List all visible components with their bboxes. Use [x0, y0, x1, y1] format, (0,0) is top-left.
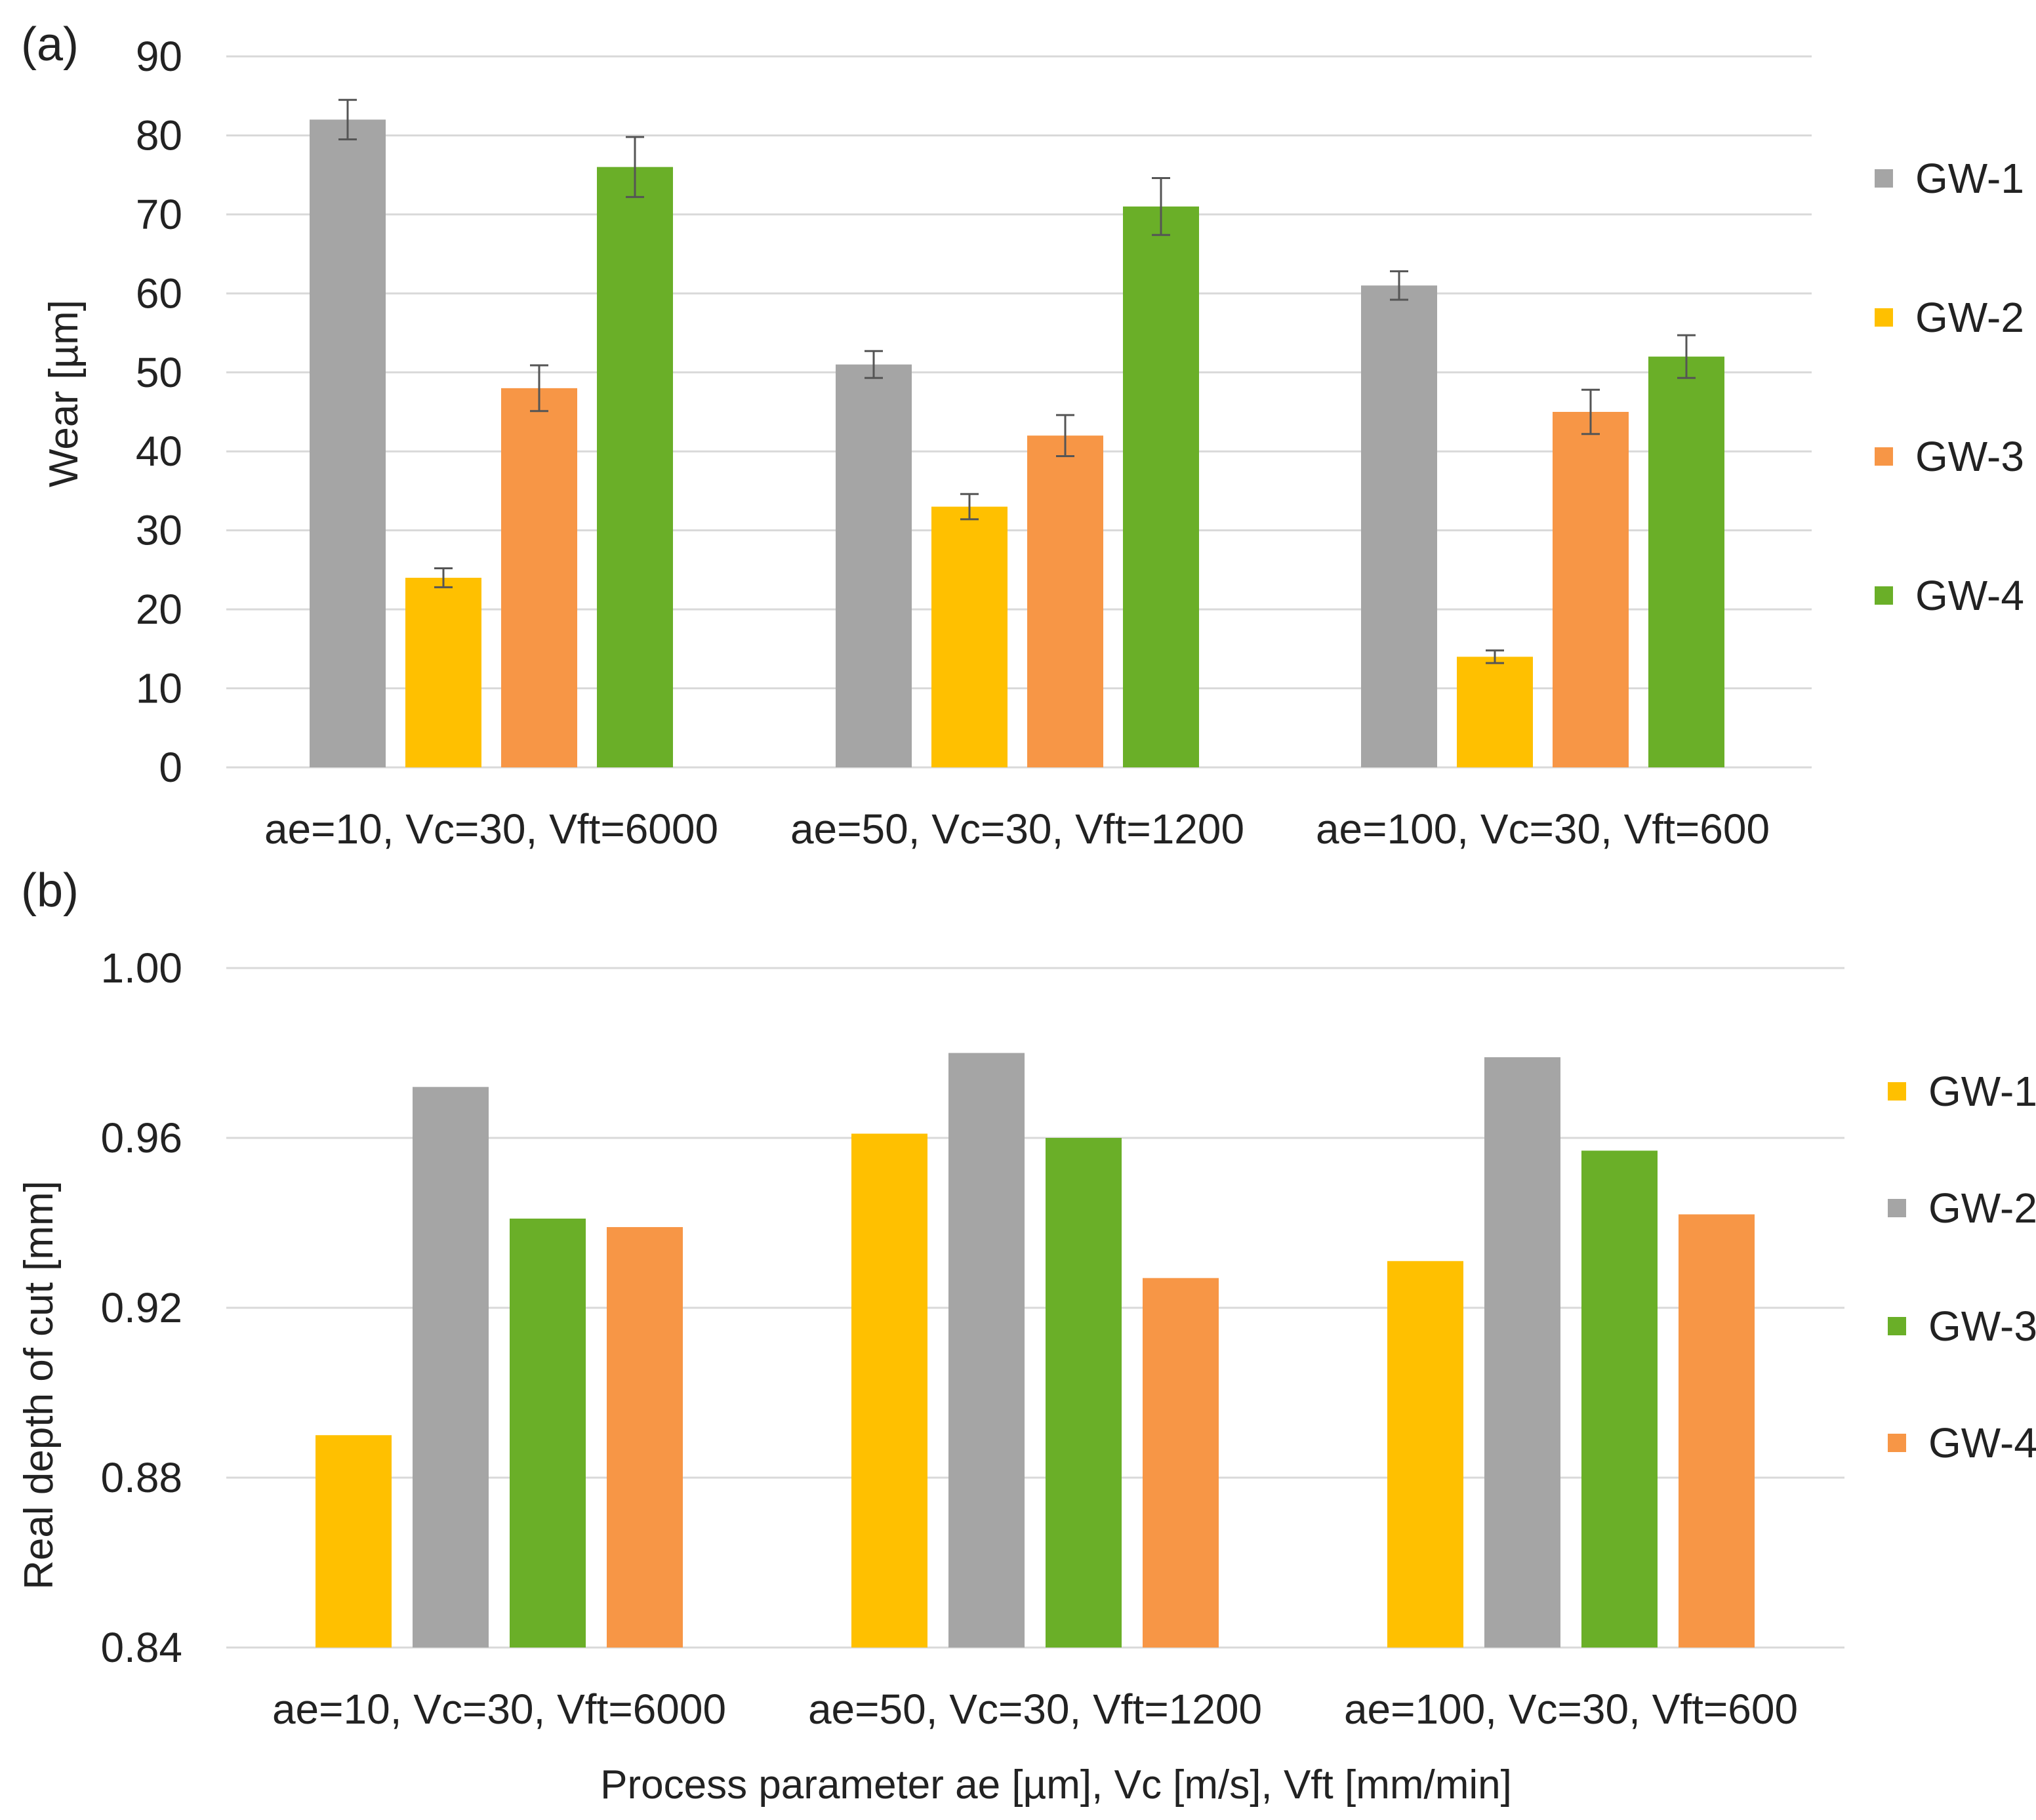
category-label: ae=50, Vc=30, Vft=1200: [790, 805, 1244, 853]
category-label: ae=100, Vc=30, Vft=600: [1344, 1686, 1798, 1733]
y-axis-title-depth: Real depth of cut [mm]: [16, 1181, 62, 1590]
legend-swatch-gw-3: [1875, 447, 1893, 466]
legend-label-gw-1: GW-1: [1928, 1068, 2036, 1115]
legend-label-gw-3: GW-3: [1928, 1303, 2036, 1350]
legend-swatch-gw-1: [1875, 169, 1893, 188]
panel-label-a: (a): [21, 18, 79, 71]
y-tick-label: 1.00: [100, 944, 182, 992]
bar-gw-1-2: [851, 1133, 927, 1648]
legend-label-gw-3: GW-3: [1915, 433, 2024, 480]
bar-gw-2-2: [948, 1053, 1025, 1648]
bar-gw-4-1: [597, 167, 673, 768]
bar-gw-4-3: [1679, 1214, 1755, 1648]
error-bar-gw-4-1: [626, 136, 644, 198]
legend: GW-1 GW-2 GW-3 GW-4: [1888, 1068, 2036, 1466]
bar-gw-1-3: [1387, 1261, 1463, 1648]
bar-gw-2-1: [413, 1087, 489, 1648]
y-tick-label: 80: [136, 111, 182, 159]
bar-gw-1-3: [1361, 285, 1437, 767]
bar-gw-2-2: [931, 506, 1008, 767]
bar-gw-4-2: [1143, 1278, 1219, 1648]
error-bar-gw-2-1: [434, 567, 453, 588]
bar-gw-3-1: [510, 1219, 586, 1648]
error-bar-gw-4-2: [1152, 176, 1170, 236]
legend-label-gw-2: GW-2: [1928, 1184, 2036, 1232]
legend-swatch-gw-4: [1875, 586, 1893, 605]
category-label: ae=100, Vc=30, Vft=600: [1316, 805, 1770, 853]
bar-gw-2-3: [1484, 1057, 1560, 1648]
bar-gw-3-2: [1046, 1138, 1122, 1648]
bar-gw-4-1: [607, 1226, 683, 1648]
y-tick-label: 0.92: [100, 1284, 182, 1331]
error-bar-gw-3-2: [1056, 414, 1074, 457]
error-bar-gw-4-3: [1677, 334, 1696, 379]
y-axis-title-wear: Wear [µm]: [41, 300, 87, 487]
bar-gw-2-1: [405, 577, 481, 767]
legend-swatch-gw-2: [1888, 1199, 1906, 1217]
legend-swatch-gw-3: [1888, 1317, 1906, 1335]
bar-gw-1-1: [310, 119, 386, 767]
category-label: ae=50, Vc=30, Vft=1200: [808, 1686, 1262, 1733]
x-axis-title: Process parameter ae [µm], Vc [m/s], Vft…: [600, 1762, 1512, 1808]
legend-label-gw-1: GW-1: [1915, 155, 2024, 202]
legend: GW-1 GW-2 GW-3 GW-4: [1875, 155, 2024, 619]
bar-gw-1-1: [316, 1435, 392, 1648]
error-bar-gw-1-2: [865, 350, 883, 379]
bar-gw-2-3: [1457, 657, 1533, 767]
error-bar-gw-3-1: [530, 364, 548, 413]
wear-chart-panel: (a) 0 10 20 30 40 50 60 70 80 90 ae=10, Vc=30, Vf…: [21, 18, 2024, 853]
y-tick-label: 0.84: [100, 1624, 182, 1671]
y-tick-label: 0: [159, 744, 182, 791]
legend-label-gw-2: GW-2: [1915, 294, 2024, 341]
y-tick-label: 0.96: [100, 1114, 182, 1162]
y-tick-label: 10: [136, 665, 182, 712]
error-bar-gw-1-1: [338, 98, 357, 140]
error-bar-gw-2-3: [1486, 649, 1504, 664]
bar-gw-3-3: [1553, 412, 1629, 767]
bar-gw-1-2: [836, 364, 912, 767]
depth-chart-panel: (b) 0.84 0.88 0.92 0.96 1.00 ae=10, Vc=30, V…: [16, 864, 2036, 1733]
error-bar-gw-2-2: [960, 493, 979, 521]
y-tick-label: 70: [136, 191, 182, 238]
y-tick-label: 40: [136, 428, 182, 475]
category-label: ae=10, Vc=30, Vft=6000: [264, 805, 718, 853]
y-tick-label: 60: [136, 270, 182, 317]
error-bar-gw-3-3: [1581, 388, 1600, 435]
y-tick-label: 50: [136, 349, 182, 396]
error-bar-gw-1-3: [1390, 270, 1408, 301]
legend-label-gw-4: GW-4: [1928, 1419, 2036, 1466]
legend-swatch-gw-2: [1875, 308, 1893, 327]
bar-gw-3-1: [501, 388, 577, 767]
y-tick-label: 20: [136, 586, 182, 633]
bar-gw-4-2: [1123, 206, 1199, 767]
legend-swatch-gw-4: [1888, 1434, 1906, 1452]
legend-label-gw-4: GW-4: [1915, 572, 2024, 619]
y-tick-label: 0.88: [100, 1454, 182, 1501]
bar-gw-3-3: [1581, 1150, 1658, 1648]
category-label: ae=10, Vc=30, Vft=6000: [272, 1686, 726, 1733]
legend-swatch-gw-1: [1888, 1082, 1906, 1101]
bar-gw-4-3: [1648, 356, 1724, 767]
panel-label-b: (b): [21, 864, 79, 917]
y-tick-label: 90: [136, 33, 182, 80]
y-tick-label: 30: [136, 507, 182, 554]
bar-gw-3-2: [1027, 435, 1103, 767]
